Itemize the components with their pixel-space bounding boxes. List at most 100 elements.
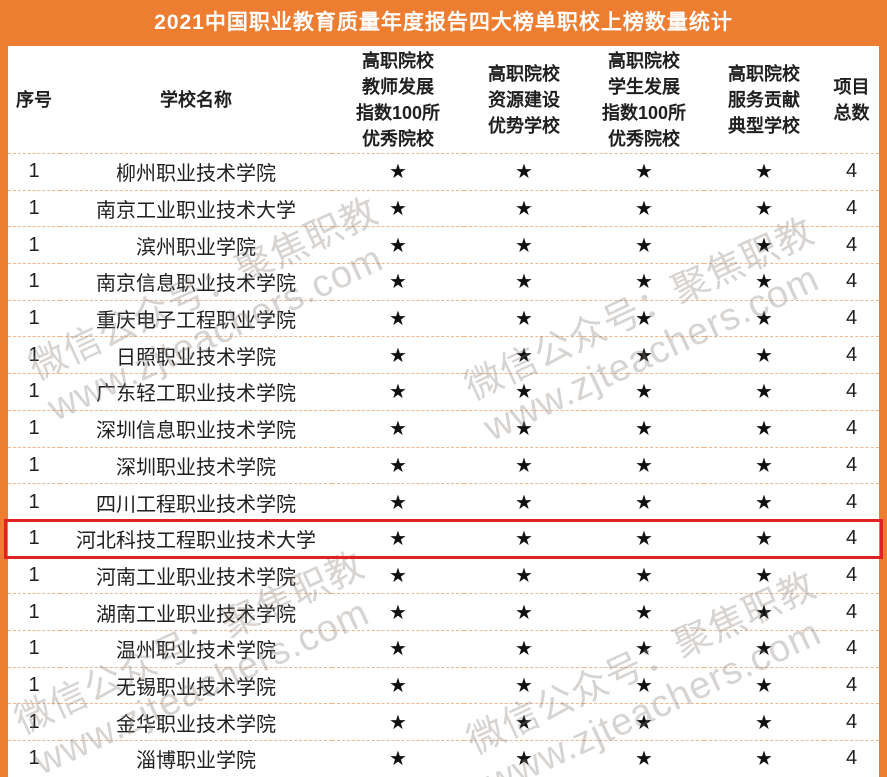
star-resource: ★ (464, 299, 584, 337)
row-index: 1 (8, 409, 60, 447)
school-name: 四川工程职业技术学院 (60, 483, 332, 521)
star-resource: ★ (464, 740, 584, 777)
star-teacher-dev: ★ (332, 519, 464, 558)
school-name: 河北科技工程职业技术大学 (60, 519, 332, 558)
project-total: 4 (824, 373, 879, 411)
school-name: 广东轻工职业技术学院 (60, 373, 332, 411)
school-name: 南京工业职业技术大学 (60, 189, 332, 227)
star-resource: ★ (464, 593, 584, 631)
project-total: 4 (824, 629, 879, 668)
header-row: 序号 学校名称 高职院校 教师发展 指数100所 优秀院校 高职院校 资源建设 … (8, 46, 879, 154)
row-index: 1 (8, 483, 60, 521)
col-header-resource: 高职院校 资源建设 优势学校 (488, 63, 560, 136)
star-teacher-dev: ★ (332, 740, 464, 777)
star-teacher-dev: ★ (332, 703, 464, 741)
star-student-dev: ★ (584, 483, 704, 521)
row-index: 1 (8, 629, 60, 668)
school-name: 河南工业职业技术学院 (60, 556, 332, 594)
school-name: 温州职业技术学院 (60, 629, 332, 668)
col-header-service: 高职院校 服务贡献 典型学校 (728, 63, 800, 136)
star-resource: ★ (464, 629, 584, 668)
table-row: 1 金华职业技术学院 ★ ★ ★ ★ 4 (8, 703, 879, 741)
school-name: 日照职业技术学院 (60, 336, 332, 374)
star-service: ★ (704, 373, 824, 411)
star-service: ★ (704, 740, 824, 777)
star-teacher-dev: ★ (332, 629, 464, 668)
star-teacher-dev: ★ (332, 409, 464, 447)
page-title: 2021中国职业教育质量年度报告四大榜单职校上榜数量统计 (0, 0, 887, 46)
star-service: ★ (704, 593, 824, 631)
col-header-student-dev: 高职院校 学生发展 指数100所 优秀院校 (601, 50, 687, 149)
table-row: 1 四川工程职业技术学院 ★ ★ ★ ★ 4 (8, 483, 879, 521)
star-service: ★ (704, 226, 824, 264)
row-index: 1 (8, 373, 60, 411)
project-total: 4 (824, 593, 879, 631)
col-header-total: 项目 总数 (833, 76, 870, 123)
project-total: 4 (824, 666, 879, 704)
star-resource: ★ (464, 189, 584, 227)
star-student-dev: ★ (584, 336, 704, 374)
star-teacher-dev: ★ (332, 666, 464, 704)
star-resource: ★ (464, 373, 584, 411)
project-total: 4 (824, 336, 879, 374)
school-name: 湖南工业职业技术学院 (60, 593, 332, 631)
table-row: 1 河南工业职业技术学院 ★ ★ ★ ★ 4 (8, 556, 879, 594)
star-service: ★ (704, 409, 824, 447)
star-service: ★ (704, 703, 824, 741)
star-service: ★ (704, 189, 824, 227)
star-student-dev: ★ (584, 446, 704, 484)
star-service: ★ (704, 263, 824, 301)
star-resource: ★ (464, 263, 584, 301)
star-teacher-dev: ★ (332, 226, 464, 264)
star-student-dev: ★ (584, 153, 704, 191)
row-index: 1 (8, 446, 60, 484)
star-service: ★ (704, 483, 824, 521)
star-student-dev: ★ (584, 409, 704, 447)
table-row: 1 滨州职业学院 ★ ★ ★ ★ 4 (8, 226, 879, 264)
project-total: 4 (824, 153, 879, 191)
row-index: 1 (8, 336, 60, 374)
star-teacher-dev: ★ (332, 153, 464, 191)
star-teacher-dev: ★ (332, 483, 464, 521)
project-total: 4 (824, 740, 879, 777)
school-name: 深圳信息职业技术学院 (60, 409, 332, 447)
star-student-dev: ★ (584, 373, 704, 411)
school-name: 滨州职业学院 (60, 226, 332, 264)
star-teacher-dev: ★ (332, 446, 464, 484)
col-header-teacher-dev: 高职院校 教师发展 指数100所 优秀院校 (355, 50, 441, 149)
star-teacher-dev: ★ (332, 189, 464, 227)
star-service: ★ (704, 446, 824, 484)
star-resource: ★ (464, 226, 584, 264)
star-resource: ★ (464, 483, 584, 521)
row-index: 1 (8, 593, 60, 631)
project-total: 4 (824, 556, 879, 594)
star-student-dev: ★ (584, 519, 704, 558)
star-service: ★ (704, 556, 824, 594)
star-resource: ★ (464, 336, 584, 374)
row-index: 1 (8, 740, 60, 777)
star-resource: ★ (464, 666, 584, 704)
row-index: 1 (8, 519, 60, 558)
star-teacher-dev: ★ (332, 373, 464, 411)
star-student-dev: ★ (584, 299, 704, 337)
star-service: ★ (704, 666, 824, 704)
table-row: 1 温州职业技术学院 ★ ★ ★ ★ 4 (8, 629, 879, 668)
star-service: ★ (704, 299, 824, 337)
star-resource: ★ (464, 556, 584, 594)
table-row: 1 南京信息职业技术学院 ★ ★ ★ ★ 4 (8, 263, 879, 301)
school-name: 无锡职业技术学院 (60, 666, 332, 704)
row-index: 1 (8, 666, 60, 704)
project-total: 4 (824, 519, 879, 558)
star-teacher-dev: ★ (332, 593, 464, 631)
table-row: 1 深圳职业技术学院 ★ ★ ★ ★ 4 (8, 446, 879, 484)
school-name: 柳州职业技术学院 (60, 153, 332, 191)
star-student-dev: ★ (584, 666, 704, 704)
star-resource: ★ (464, 409, 584, 447)
star-student-dev: ★ (584, 226, 704, 264)
star-service: ★ (704, 153, 824, 191)
table-row-highlighted: 1 河北科技工程职业技术大学 ★ ★ ★ ★ 4 (8, 519, 879, 558)
school-name: 淄博职业学院 (60, 740, 332, 777)
table-row: 1 无锡职业技术学院 ★ ★ ★ ★ 4 (8, 666, 879, 704)
table-row: 1 广东轻工职业技术学院 ★ ★ ★ ★ 4 (8, 373, 879, 411)
